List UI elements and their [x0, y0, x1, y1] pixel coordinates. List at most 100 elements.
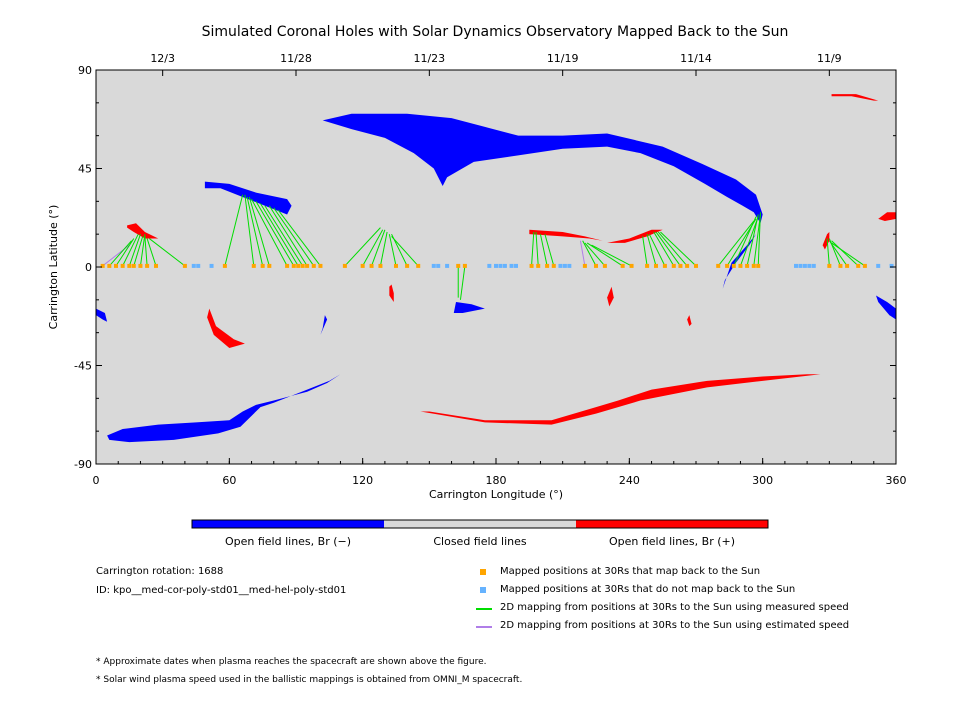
- y-axis-label: Carrington Latitude (°): [47, 205, 60, 330]
- mapped-point: [551, 263, 556, 268]
- colorbar-frame: [191, 519, 769, 529]
- unmapped-point: [514, 263, 518, 268]
- model-id: ID: kpo__med-cor-poly-std01__med-hel-pol…: [96, 585, 347, 596]
- unmapped-point: [436, 263, 441, 268]
- measured-mapping-line: [388, 234, 397, 267]
- mapped-point: [318, 263, 323, 268]
- measured-mapping-line: [264, 205, 304, 267]
- y-tick-label: -90: [74, 458, 92, 471]
- measured-mapping-line: [391, 236, 419, 267]
- mapped-point: [291, 263, 296, 268]
- unmapped-point: [876, 263, 881, 268]
- measured-mapping-line: [753, 214, 761, 266]
- measured-mapping-line: [246, 196, 264, 267]
- legend-label: 2D mapping from positions at 30Rs to the…: [500, 620, 850, 631]
- positive-hole: [127, 223, 159, 239]
- y-tick-label: 45: [78, 163, 92, 176]
- mapped-point: [694, 263, 698, 268]
- top-date-label: 11/28: [280, 52, 312, 65]
- measured-mapping-line: [584, 242, 606, 267]
- mapped-point: [405, 263, 410, 268]
- green-line-icon: [476, 608, 492, 610]
- measured-mapping-line: [459, 265, 466, 300]
- mapped-point: [529, 263, 534, 268]
- legend-label: Mapped positions at 30Rs that map back t…: [500, 566, 761, 577]
- measured-mapping-line: [371, 229, 386, 267]
- mapped-point: [536, 263, 541, 268]
- measured-mapping-line: [251, 198, 288, 267]
- measured-mapping-line: [653, 231, 675, 267]
- mapped-point: [620, 263, 625, 268]
- measured-mapping-line: [277, 209, 321, 267]
- unmapped-point: [445, 263, 450, 268]
- x-tick-label: 60: [222, 474, 236, 487]
- mapped-point: [182, 263, 187, 268]
- negative-hole: [322, 113, 763, 224]
- mapped-point: [394, 263, 398, 268]
- measured-mapping-line: [660, 231, 697, 267]
- orange-square-icon: [480, 569, 486, 575]
- top-date-label: 11/14: [680, 52, 712, 65]
- mapped-point: [645, 263, 650, 268]
- mapped-point: [456, 263, 461, 268]
- measured-mapping-line: [717, 220, 755, 267]
- estimated-mapping-line: [579, 240, 586, 266]
- measured-mapping-line: [128, 234, 141, 267]
- mapped-point: [594, 263, 598, 268]
- mapped-point: [416, 263, 421, 268]
- colorbar-label: Closed field lines: [433, 535, 527, 548]
- mapped-point: [311, 263, 316, 268]
- mapped-point: [462, 263, 467, 268]
- mapped-point: [100, 263, 105, 268]
- y-tick-label: 90: [78, 64, 92, 77]
- mapped-point: [342, 263, 347, 268]
- negative-hole: [107, 374, 341, 443]
- measured-mapping-line: [539, 234, 548, 267]
- unmapped-point: [509, 263, 514, 268]
- x-tick-label: 0: [93, 474, 100, 487]
- measured-mapping-line: [531, 231, 535, 266]
- mapped-point: [260, 263, 265, 268]
- unmapped-point: [794, 263, 798, 268]
- measured-mapping-line: [139, 234, 146, 266]
- measured-mapping-line: [648, 233, 666, 267]
- mapped-point: [662, 263, 667, 268]
- measured-mapping-line: [133, 236, 144, 267]
- measured-mapping-line: [826, 238, 830, 266]
- positive-coronal-holes: [127, 94, 896, 425]
- measured-mapping-line: [739, 216, 759, 267]
- mapped-point: [845, 263, 850, 268]
- unmapped-point: [807, 263, 812, 268]
- positive-hole: [822, 231, 830, 250]
- mapped-point: [582, 263, 587, 268]
- top-date-label: 12/3: [150, 52, 175, 65]
- unmapped-point: [498, 263, 503, 268]
- mapped-point: [738, 263, 743, 268]
- colorbar-label: Open field lines, Br (+): [609, 535, 735, 548]
- x-tick-label: 120: [352, 474, 373, 487]
- x-axis-ticks: 0 60 120 180 240 300 360: [93, 458, 907, 487]
- mapped-point: [107, 263, 112, 268]
- mapped-points: [100, 263, 894, 268]
- mapped-point: [267, 263, 272, 268]
- mapped-point: [856, 263, 861, 268]
- blue-square-icon: [480, 587, 486, 593]
- unmapped-point: [558, 263, 563, 268]
- mapped-point: [678, 263, 683, 268]
- purple-line-icon: [476, 626, 492, 628]
- mapped-point: [862, 263, 867, 268]
- top-date-label: 11/9: [817, 52, 842, 65]
- y-tick-label: 0: [85, 261, 92, 274]
- mapped-point: [285, 263, 290, 268]
- mapped-point: [756, 263, 761, 268]
- unmapped-point: [431, 263, 436, 268]
- measured-mapping-line: [646, 234, 657, 267]
- mapped-point: [145, 263, 150, 268]
- mapped-point: [251, 263, 256, 268]
- mapped-point: [838, 263, 843, 268]
- measured-mapping-line: [260, 203, 299, 267]
- positive-hole: [529, 229, 603, 241]
- top-date-label: 11/23: [413, 52, 445, 65]
- unmapped-point: [798, 263, 803, 268]
